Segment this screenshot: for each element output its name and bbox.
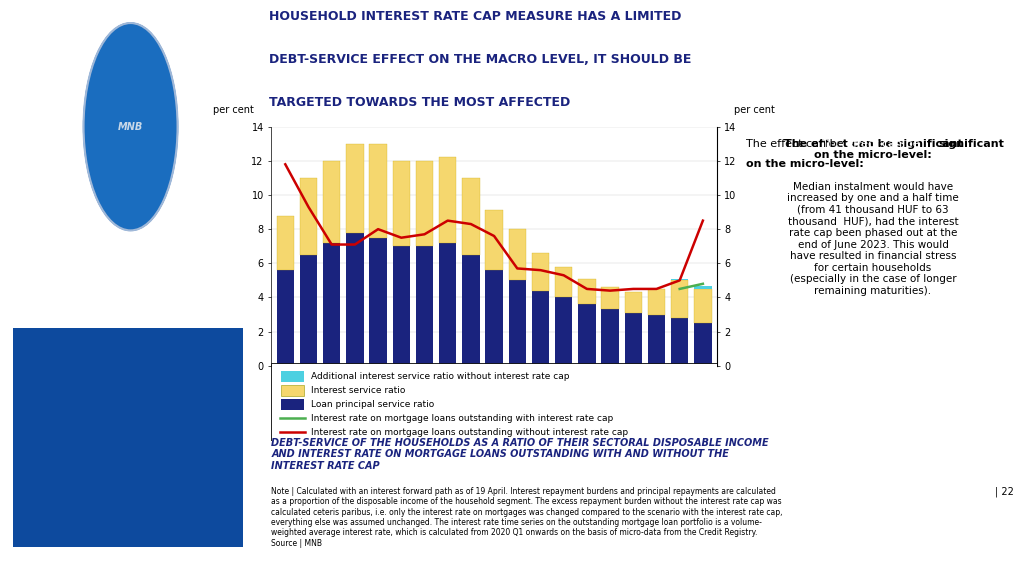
Bar <box>439 157 457 243</box>
Bar <box>625 293 642 313</box>
Bar <box>276 215 294 270</box>
Bar <box>579 304 596 366</box>
Bar <box>601 309 618 366</box>
Bar <box>276 270 294 366</box>
Bar <box>694 286 712 289</box>
Bar <box>485 270 503 366</box>
Text: HOUSEHOLD INTEREST RATE CAP MEASURE HAS A LIMITED: HOUSEHOLD INTEREST RATE CAP MEASURE HAS … <box>268 10 681 23</box>
Circle shape <box>84 23 177 230</box>
Text: The effect can be: The effect can be <box>822 139 924 149</box>
Bar <box>300 255 317 366</box>
Text: The effect can be: The effect can be <box>746 139 847 149</box>
Bar <box>648 289 666 314</box>
Bar <box>346 233 364 366</box>
Bar <box>462 178 479 255</box>
Bar <box>531 253 549 291</box>
Bar <box>671 318 688 366</box>
Bar <box>555 297 572 366</box>
FancyBboxPatch shape <box>271 363 717 441</box>
Text: Loan principal service ratio: Loan principal service ratio <box>311 400 435 408</box>
Text: The effect can be significant
on the micro-level:: The effect can be significant on the mic… <box>783 139 963 160</box>
Text: Interest rate on mortgage loans outstanding with interest rate cap: Interest rate on mortgage loans outstand… <box>311 414 613 423</box>
Bar <box>625 313 642 366</box>
Bar <box>671 281 688 318</box>
Bar <box>648 314 666 366</box>
FancyBboxPatch shape <box>282 385 304 396</box>
Bar <box>462 255 479 366</box>
Text: significant: significant <box>939 139 1005 149</box>
Bar <box>439 243 457 366</box>
Bar <box>346 144 364 233</box>
Bar <box>392 161 410 247</box>
Text: per cent: per cent <box>734 105 775 115</box>
Bar <box>509 281 526 366</box>
Bar <box>485 210 503 270</box>
Text: on the micro-level:: on the micro-level: <box>746 159 864 169</box>
Text: Additional interest service ratio without interest rate cap: Additional interest service ratio withou… <box>311 372 570 381</box>
Bar <box>694 289 712 323</box>
Bar <box>416 161 433 247</box>
Bar <box>370 144 387 238</box>
Bar <box>555 267 572 297</box>
Text: Interest rate on mortgage loans outstanding without interest rate cap: Interest rate on mortgage loans outstand… <box>311 427 629 437</box>
Bar <box>671 279 688 281</box>
Text: | 22: | 22 <box>995 487 1014 497</box>
Text: MNB: MNB <box>118 122 143 132</box>
Text: TARGETED TOWARDS THE MOST AFFECTED: TARGETED TOWARDS THE MOST AFFECTED <box>268 96 570 109</box>
FancyBboxPatch shape <box>13 328 243 547</box>
Text: per cent: per cent <box>213 105 254 115</box>
Bar <box>323 243 340 366</box>
Text: Q U E S T I O N S: Q U E S T I O N S <box>85 248 176 259</box>
Bar <box>531 291 549 366</box>
Bar <box>300 178 317 255</box>
Bar <box>694 323 712 366</box>
Text: Note | Calculated with an interest forward path as of 19 April. Interest repayme: Note | Calculated with an interest forwa… <box>271 487 783 548</box>
Bar <box>392 247 410 366</box>
Text: sajto@mnb.hu: sajto@mnb.hu <box>95 283 166 293</box>
Bar <box>370 238 387 366</box>
Bar <box>509 229 526 281</box>
Text: Median instalment would have
increased by one and a half time
(from 41 thousand : Median instalment would have increased b… <box>787 181 958 296</box>
FancyBboxPatch shape <box>282 372 304 382</box>
Bar <box>416 247 433 366</box>
Text: DEBT-SERVICE EFFECT ON THE MACRO LEVEL, IT SHOULD BE: DEBT-SERVICE EFFECT ON THE MACRO LEVEL, … <box>268 53 691 66</box>
FancyBboxPatch shape <box>282 399 304 410</box>
Text: DEBT-SERVICE OF THE HOUSEHOLDS AS A RATIO OF THEIR SECTORAL DISPOSABLE INCOME
AN: DEBT-SERVICE OF THE HOUSEHOLDS AS A RATI… <box>271 438 769 471</box>
Bar <box>323 161 340 243</box>
Text: Interest service ratio: Interest service ratio <box>311 385 406 395</box>
Bar <box>579 279 596 304</box>
Bar <box>601 287 618 309</box>
